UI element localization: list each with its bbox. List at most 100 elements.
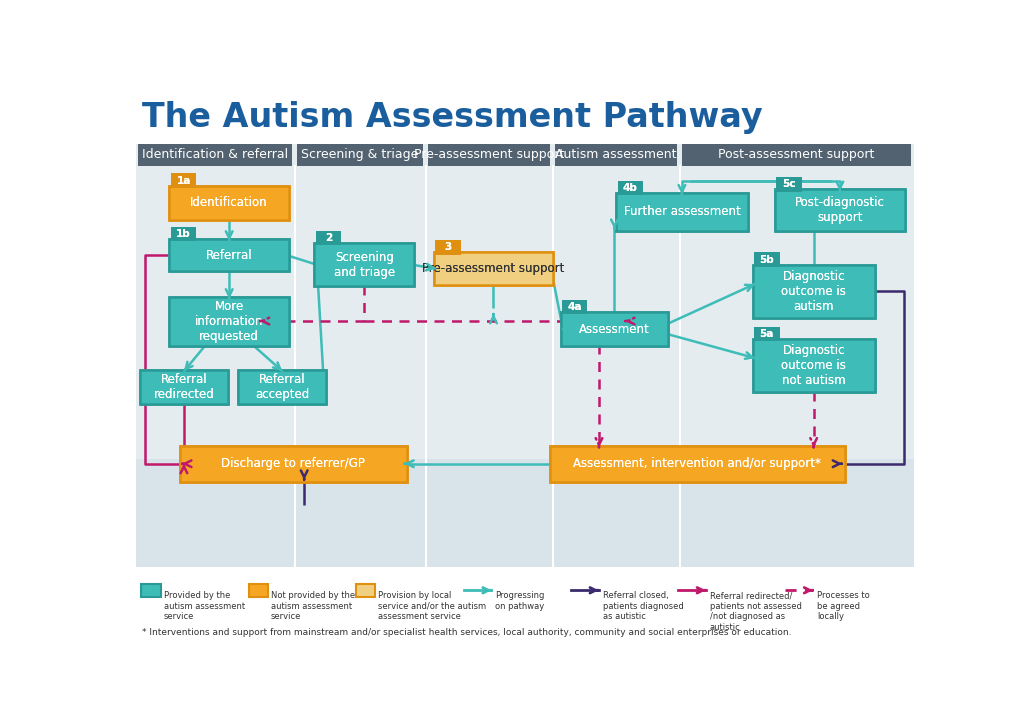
Text: Referral: Referral: [206, 249, 253, 262]
FancyBboxPatch shape: [753, 339, 874, 392]
FancyBboxPatch shape: [297, 144, 423, 166]
Text: Referral closed,
patients diagnosed
as autistic: Referral closed, patients diagnosed as a…: [602, 592, 683, 621]
FancyBboxPatch shape: [775, 190, 905, 231]
FancyBboxPatch shape: [169, 185, 289, 219]
Text: * Interventions and support from mainstream and/or specialist health services, l: * Interventions and support from mainstr…: [142, 628, 792, 636]
Text: 1a: 1a: [176, 175, 190, 185]
FancyBboxPatch shape: [753, 339, 874, 392]
Text: Identification: Identification: [190, 196, 268, 209]
Text: Further assessment: Further assessment: [624, 206, 740, 218]
Text: 4b: 4b: [623, 182, 638, 193]
Text: 3: 3: [444, 243, 452, 253]
Text: Processes to
be agreed
locally: Processes to be agreed locally: [817, 592, 869, 621]
Text: Provided by the
autism assessment
service: Provided by the autism assessment servic…: [164, 592, 245, 621]
Text: 2: 2: [326, 233, 333, 243]
FancyBboxPatch shape: [179, 446, 407, 481]
Text: Pre-assessment support: Pre-assessment support: [414, 148, 564, 161]
FancyBboxPatch shape: [682, 144, 911, 166]
FancyBboxPatch shape: [171, 173, 197, 188]
Text: 4a: 4a: [567, 302, 582, 312]
FancyBboxPatch shape: [560, 312, 669, 346]
Text: The Autism Assessment Pathway: The Autism Assessment Pathway: [142, 101, 763, 134]
FancyBboxPatch shape: [435, 240, 461, 255]
FancyBboxPatch shape: [550, 446, 845, 481]
Text: 1b: 1b: [176, 229, 190, 239]
FancyBboxPatch shape: [316, 231, 341, 245]
Text: Screening
and triage: Screening and triage: [334, 251, 395, 279]
FancyBboxPatch shape: [141, 584, 161, 597]
Text: Referral redirected/
patients not assessed
/not diagnosed as
autistic: Referral redirected/ patients not assess…: [710, 592, 802, 631]
Text: Identification & referral: Identification & referral: [142, 148, 289, 161]
FancyBboxPatch shape: [433, 253, 553, 285]
Text: Diagnostic
outcome is
not autism: Diagnostic outcome is not autism: [781, 344, 846, 387]
FancyBboxPatch shape: [776, 177, 802, 192]
FancyBboxPatch shape: [562, 300, 588, 314]
Text: Provision by local
service and/or the autism
assessment service: Provision by local service and/or the au…: [378, 592, 486, 621]
Text: Screening
and triage: Screening and triage: [334, 251, 395, 279]
FancyBboxPatch shape: [136, 459, 913, 568]
FancyBboxPatch shape: [754, 253, 779, 267]
FancyBboxPatch shape: [433, 253, 553, 285]
FancyBboxPatch shape: [249, 584, 267, 597]
FancyBboxPatch shape: [355, 584, 375, 597]
FancyBboxPatch shape: [316, 231, 341, 245]
Text: Post-diagnostic
support: Post-diagnostic support: [795, 196, 885, 224]
FancyBboxPatch shape: [775, 190, 905, 231]
FancyBboxPatch shape: [428, 144, 550, 166]
FancyBboxPatch shape: [179, 446, 407, 481]
FancyBboxPatch shape: [435, 240, 461, 255]
FancyBboxPatch shape: [314, 243, 415, 287]
Text: Post-assessment support: Post-assessment support: [719, 148, 874, 161]
Text: 5a: 5a: [760, 329, 774, 339]
FancyBboxPatch shape: [171, 227, 197, 241]
Text: Diagnostic
outcome is
autism: Diagnostic outcome is autism: [781, 270, 846, 313]
Text: 5a: 5a: [760, 329, 774, 339]
FancyBboxPatch shape: [617, 180, 643, 195]
Text: Assessment, intervention and/or support*: Assessment, intervention and/or support*: [573, 458, 821, 470]
FancyBboxPatch shape: [617, 180, 643, 195]
FancyBboxPatch shape: [555, 144, 677, 166]
Text: 1a: 1a: [176, 175, 190, 185]
FancyBboxPatch shape: [314, 243, 415, 287]
Text: Not provided by the
autism assessment
service: Not provided by the autism assessment se…: [270, 592, 355, 621]
FancyBboxPatch shape: [169, 239, 289, 272]
Text: 5c: 5c: [782, 180, 796, 190]
FancyBboxPatch shape: [754, 327, 779, 341]
Text: 5c: 5c: [782, 180, 796, 190]
FancyBboxPatch shape: [616, 193, 748, 231]
Text: Referral
accepted: Referral accepted: [255, 373, 309, 400]
Text: Assessment: Assessment: [580, 323, 650, 336]
FancyBboxPatch shape: [169, 185, 289, 219]
FancyBboxPatch shape: [169, 239, 289, 272]
Text: Identification: Identification: [190, 196, 268, 209]
Text: Discharge to referrer/GP: Discharge to referrer/GP: [221, 458, 365, 470]
Text: 4b: 4b: [623, 182, 638, 193]
FancyBboxPatch shape: [169, 297, 289, 346]
FancyBboxPatch shape: [616, 193, 748, 231]
Text: 4a: 4a: [567, 302, 582, 312]
Text: More
information
requested: More information requested: [195, 300, 263, 343]
FancyBboxPatch shape: [753, 265, 874, 319]
FancyBboxPatch shape: [754, 253, 779, 267]
Text: Discharge to referrer/GP: Discharge to referrer/GP: [221, 458, 365, 470]
FancyBboxPatch shape: [560, 312, 669, 346]
Text: Referral: Referral: [206, 249, 253, 262]
Text: 5b: 5b: [760, 255, 774, 265]
Text: Referral
redirected: Referral redirected: [154, 373, 214, 400]
FancyBboxPatch shape: [128, 572, 922, 644]
Text: Assessment: Assessment: [580, 323, 650, 336]
Text: 3: 3: [444, 243, 452, 253]
FancyBboxPatch shape: [171, 227, 197, 241]
FancyBboxPatch shape: [562, 300, 588, 314]
Text: Diagnostic
outcome is
autism: Diagnostic outcome is autism: [781, 270, 846, 313]
FancyBboxPatch shape: [169, 297, 289, 346]
FancyBboxPatch shape: [171, 173, 197, 188]
FancyBboxPatch shape: [239, 369, 327, 403]
FancyBboxPatch shape: [140, 369, 228, 403]
Text: Diagnostic
outcome is
not autism: Diagnostic outcome is not autism: [781, 344, 846, 387]
Text: Further assessment: Further assessment: [624, 206, 740, 218]
Text: 5b: 5b: [760, 255, 774, 265]
FancyBboxPatch shape: [754, 327, 779, 341]
Text: Referral
accepted: Referral accepted: [255, 373, 309, 400]
FancyBboxPatch shape: [140, 369, 228, 403]
